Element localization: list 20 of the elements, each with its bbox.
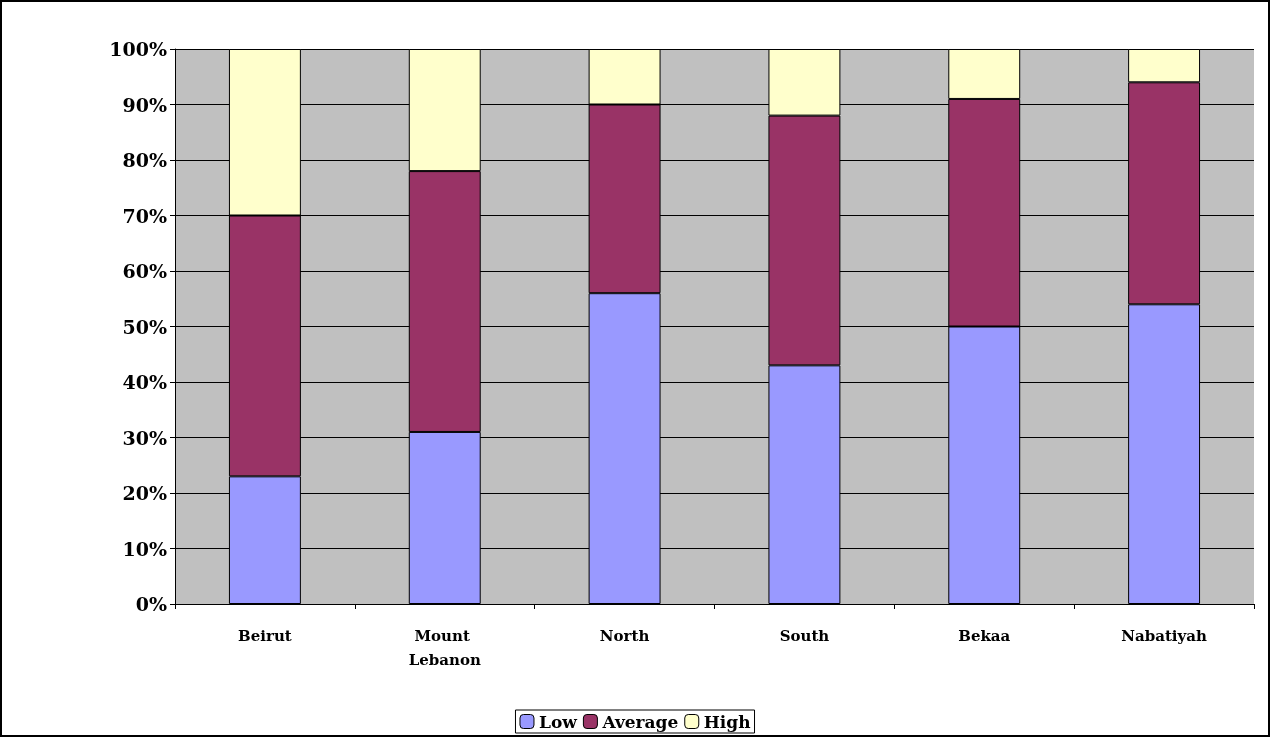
legend-label: High: [703, 711, 751, 732]
y-tick-label: 30%: [122, 426, 167, 449]
x-tick-label: South: [779, 627, 830, 645]
y-tick-label: 20%: [122, 482, 167, 504]
y-tick-label: 0%: [135, 593, 167, 615]
y-tick-label: 60%: [122, 260, 167, 282]
x-tick-label: Nabatiyah: [1121, 627, 1207, 645]
x-tick-label: Bekaa: [958, 627, 1011, 645]
y-tick-label: 100%: [109, 38, 167, 60]
x-tick-label: North: [599, 627, 650, 645]
x-tick-label: Beirut: [238, 627, 292, 645]
x-tick-label: Mount Lebanon: [408, 627, 481, 669]
y-tick-label: 40%: [122, 371, 167, 393]
legend-label: Low: [538, 711, 578, 732]
y-tick-label: 80%: [122, 149, 167, 171]
y-tick-label: 10%: [122, 537, 167, 560]
y-tick-label: 90%: [122, 93, 167, 116]
y-tick-label: 50%: [122, 315, 167, 338]
legend-label: Average: [601, 711, 679, 732]
y-tick-label: 70%: [122, 204, 167, 227]
